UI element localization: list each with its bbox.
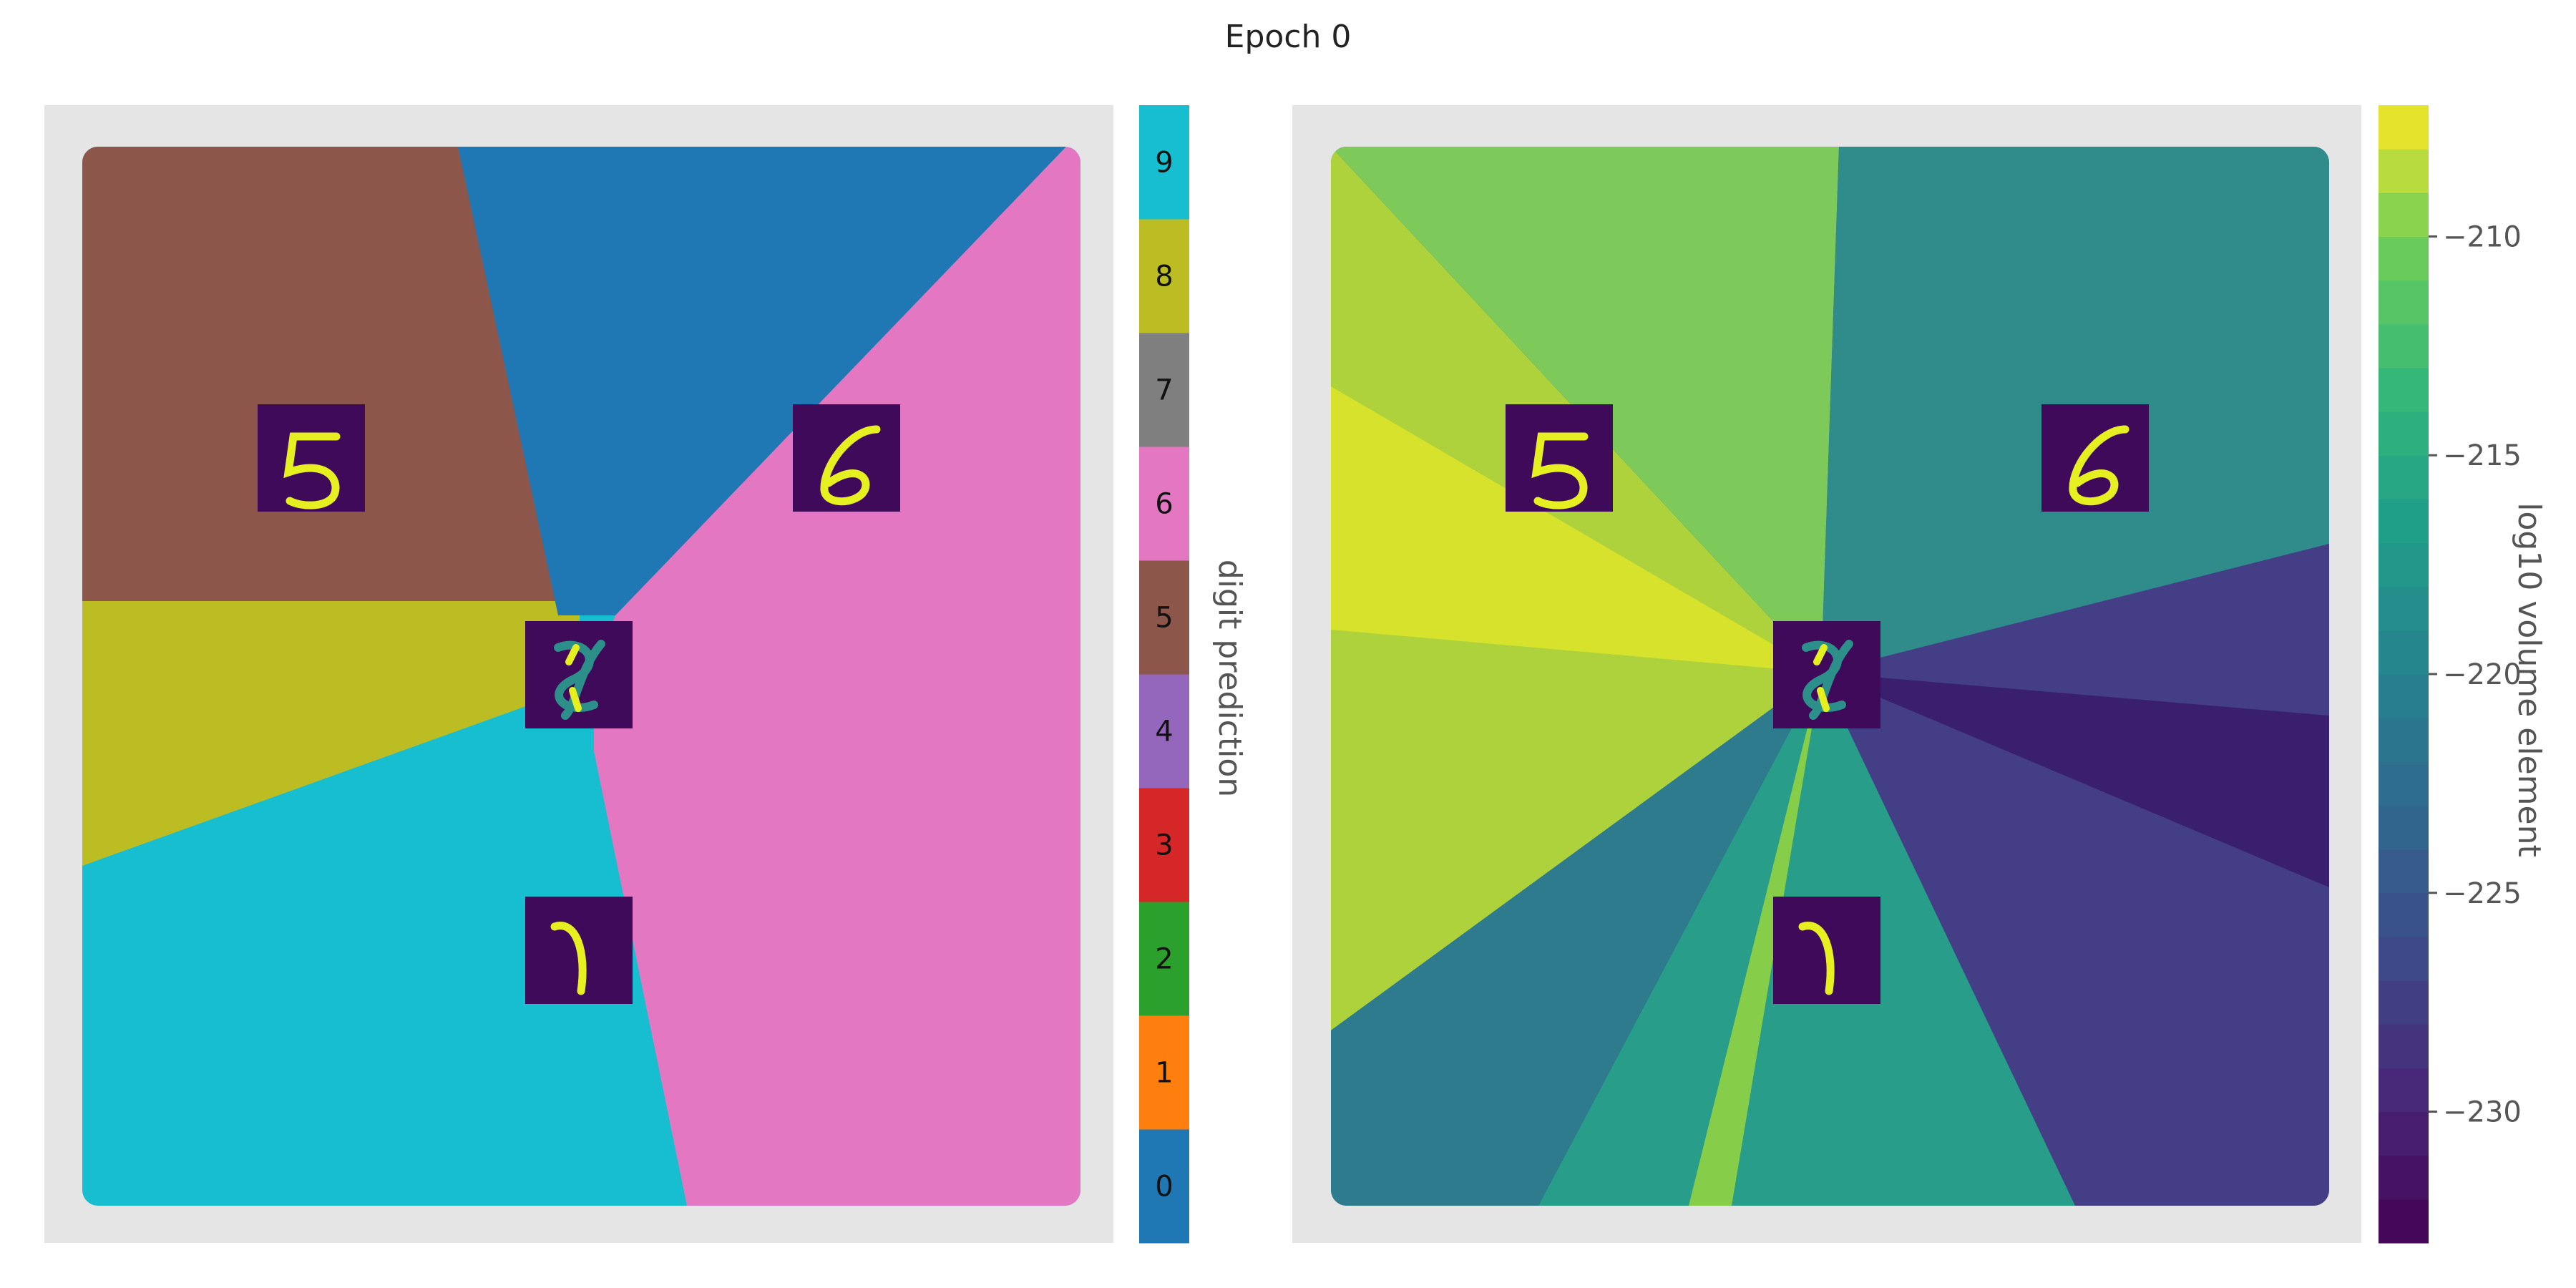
colorbar-band [2379, 1155, 2429, 1200]
colorbar-label-0: 0 [1155, 1171, 1173, 1204]
colorbar-label-5: 5 [1155, 602, 1173, 635]
inset-digit-5-left [258, 404, 365, 512]
volume-wedge-lower-left [1331, 673, 1821, 1206]
colorbar-swatch-9 [1139, 105, 1189, 220]
colorbar-tick-label: −210 [2443, 220, 2522, 253]
colorbar-swatch-0 [1139, 1129, 1189, 1244]
inset-digit-6-left [793, 404, 900, 512]
colorbar-swatch-2 [1139, 902, 1189, 1016]
colorbar-band [2379, 236, 2429, 281]
inset-mixed-right [1773, 621, 1880, 728]
colorbar-label-2: 2 [1155, 943, 1173, 976]
colorbar-band [2379, 149, 2429, 193]
colorbar-band [2379, 586, 2429, 631]
colorbar-band [2379, 280, 2429, 325]
region-digit-5 [82, 147, 558, 601]
volume-ray-bright [1689, 673, 1821, 1206]
colorbar-band [2379, 849, 2429, 894]
colorbar-swatch-8 [1139, 219, 1189, 333]
colorbar-band [2379, 192, 2429, 238]
region-digit-8 [82, 601, 580, 866]
colorbar-tick-label: −215 [2443, 439, 2522, 472]
inset-digit-6-right [2041, 404, 2149, 512]
colorbar-band [2379, 323, 2429, 369]
volume-wedge-bright [1331, 386, 1821, 673]
prediction-colorbar: 0 1 2 3 4 5 6 7 8 9 [1139, 105, 1189, 1244]
volume-wedge-dark [1821, 673, 2329, 887]
colorbar-tick-label: −220 [2443, 658, 2522, 691]
colorbar-band [2379, 674, 2429, 718]
colorbar-band [2379, 980, 2429, 1025]
colorbar-swatch-1 [1139, 1015, 1189, 1130]
inset-mixed-left [525, 621, 633, 728]
volume-colorbar-label: log10 volume element [2511, 502, 2547, 857]
colorbar-band [2379, 805, 2429, 850]
colorbar-tick-label: −225 [2443, 877, 2522, 910]
colorbar-band [2379, 1068, 2429, 1113]
colorbar-band [2379, 1024, 2429, 1068]
colorbar-swatch-4 [1139, 674, 1189, 789]
colorbar-band [2379, 1199, 2429, 1244]
colorbar-band [2379, 367, 2429, 412]
colorbar-band [2379, 761, 2429, 806]
region-digit-6 [594, 147, 1080, 1206]
colorbar-band [2379, 499, 2429, 544]
colorbar-band [2379, 542, 2429, 587]
figure-title: Epoch 0 [1224, 19, 1352, 55]
colorbar-tick-label: −230 [2443, 1096, 2522, 1129]
colorbar-band [2379, 105, 2429, 150]
colorbar-label-8: 8 [1155, 260, 1173, 293]
inset-digit-1-left [525, 897, 633, 1004]
colorbar-band [2379, 936, 2429, 981]
colorbar-label-1: 1 [1155, 1057, 1173, 1090]
colorbar-band [2379, 892, 2429, 937]
colorbar-band [2379, 1111, 2429, 1156]
colorbar-label-3: 3 [1155, 829, 1173, 862]
colorbar-label-4: 4 [1155, 716, 1173, 748]
colorbar-label-9: 9 [1155, 147, 1173, 180]
colorbar-label-6: 6 [1155, 488, 1173, 521]
colorbar-swatch-7 [1139, 333, 1189, 447]
region-digit-0 [458, 147, 1066, 615]
volume-colorbar: −210 −215 −220 −225 −230 [2379, 105, 2522, 1244]
inset-digit-5-right [1506, 404, 1613, 512]
colorbar-band [2379, 411, 2429, 456]
colorbar-label-7: 7 [1155, 374, 1173, 407]
colorbar-swatch-3 [1139, 788, 1189, 902]
prediction-colorbar-label: digit prediction [1211, 560, 1248, 797]
colorbar-swatch-6 [1139, 447, 1189, 561]
prediction-map [82, 147, 1080, 1206]
colorbar-band [2379, 718, 2429, 762]
inset-digit-1-right [1773, 897, 1880, 1004]
colorbar-band [2379, 630, 2429, 675]
colorbar-band [2379, 455, 2429, 499]
colorbar-swatch-5 [1139, 560, 1189, 675]
